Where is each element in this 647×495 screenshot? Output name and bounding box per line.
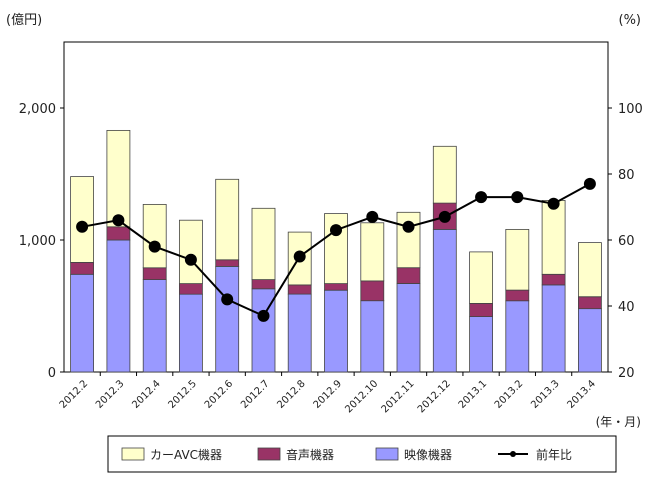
bar-segment — [215, 259, 240, 267]
yoy-point — [438, 210, 451, 223]
bar-segment — [142, 267, 167, 281]
left-axis-label: (億円) — [6, 12, 42, 28]
bar-segment — [505, 300, 530, 373]
bar-segment — [505, 228, 530, 291]
bar-segment — [541, 199, 566, 275]
left-axis-tick-label: 0 — [48, 366, 56, 381]
yoy-point — [221, 293, 234, 306]
bar-segment — [578, 296, 602, 310]
bar-segment — [505, 289, 530, 302]
x-axis-tick-label: 2012.7 — [239, 378, 272, 411]
bar-segment — [360, 300, 385, 373]
yoy-point — [112, 214, 125, 227]
bar-segment — [251, 279, 276, 290]
bar-segment — [287, 284, 312, 295]
x-axis-tick-label: 2012.5 — [166, 378, 199, 411]
bars-layer — [70, 129, 602, 373]
x-axis-tick-label: 2012.6 — [203, 378, 236, 411]
bar-segment — [178, 219, 203, 284]
legend-label: 前年比 — [536, 447, 572, 462]
yoy-point — [547, 197, 560, 210]
bar-segment — [541, 284, 566, 373]
bar-segment — [106, 129, 131, 228]
left-axis-tick-label: 2,000 — [19, 102, 56, 117]
bar-segment — [215, 265, 240, 373]
legend-marker — [510, 451, 516, 457]
right-axis-tick-label: 40 — [618, 300, 635, 315]
bar-segment — [469, 302, 494, 317]
bar-segment — [70, 273, 94, 373]
yoy-point — [402, 220, 415, 233]
bar-segment — [142, 203, 167, 269]
bar-segment — [432, 145, 457, 204]
x-axis-unit-label: (年・月) — [596, 415, 641, 429]
legend-box — [107, 435, 617, 473]
right-axis-tick-label: 80 — [618, 168, 635, 183]
x-axis-tick-label: 2013.3 — [529, 378, 562, 411]
yoy-point — [583, 177, 596, 190]
bar-segment — [215, 178, 240, 261]
bar-segment — [396, 267, 421, 284]
bar-segment — [432, 228, 457, 373]
bar-segment — [578, 308, 602, 373]
right-axis-label: (%) — [619, 13, 642, 28]
legend-label: 音声機器 — [286, 447, 334, 462]
x-axis-tick-label: 2012.4 — [130, 378, 163, 411]
x-axis-tick-label: 2012.10 — [343, 378, 380, 415]
yoy-point — [148, 240, 161, 253]
bar-segment — [396, 283, 421, 373]
legend-swatch — [375, 447, 399, 461]
bar-segment — [70, 176, 94, 263]
x-axis-tick-label: 2013.1 — [457, 378, 490, 411]
bar-segment — [469, 316, 494, 373]
bar-segment — [287, 293, 312, 373]
x-axis-tick-label: 2013.2 — [493, 378, 526, 411]
x-axis-tick-label: 2012.2 — [58, 378, 91, 411]
legend-label: カーAVC機器 — [150, 447, 222, 462]
bar-segment — [178, 293, 203, 373]
legend-swatch — [121, 447, 145, 461]
x-axis-tick-label: 2013.4 — [565, 378, 598, 411]
yoy-point — [511, 191, 524, 204]
x-axis-tick-label: 2012.3 — [94, 378, 127, 411]
x-axis-tick-label: 2012.8 — [275, 378, 308, 411]
yoy-point — [257, 309, 270, 322]
x-axis-tick-label: 2012.11 — [380, 378, 417, 415]
left-axis-tick-label: 1,000 — [19, 234, 56, 249]
bar-segment — [469, 251, 494, 304]
yoy-point — [366, 210, 379, 223]
right-axis-tick-label: 100 — [618, 102, 643, 117]
bar-segment — [541, 273, 566, 286]
bar-segment — [70, 261, 94, 275]
legend-layer: カーAVC機器 音声機器 映像機器 前年比 — [107, 435, 617, 473]
line-layer — [76, 177, 596, 322]
yoy-point — [330, 224, 342, 237]
bar-segment — [178, 283, 203, 295]
right-axis-tick-label: 20 — [618, 366, 635, 381]
bar-segment — [324, 283, 348, 291]
legend-label: 映像機器 — [404, 447, 452, 462]
bar-segment — [578, 242, 602, 298]
x-axis-tick-label: 2012.12 — [416, 378, 453, 415]
bar-segment — [251, 207, 276, 281]
yoy-point — [184, 253, 197, 266]
bar-segment — [396, 211, 421, 269]
yoy-point — [76, 220, 89, 233]
right-axis-tick-label: 60 — [618, 234, 635, 249]
x-axis-tick-label: 2012.9 — [312, 378, 345, 411]
bar-segment — [360, 222, 385, 282]
bar-segment — [106, 226, 131, 241]
yoy-point — [293, 250, 306, 263]
legend-swatch — [257, 447, 281, 461]
bar-segment — [106, 239, 131, 373]
bar-segment — [142, 279, 167, 373]
bar-segment — [360, 280, 385, 302]
bar-segment — [324, 289, 348, 373]
yoy-point — [475, 191, 488, 204]
